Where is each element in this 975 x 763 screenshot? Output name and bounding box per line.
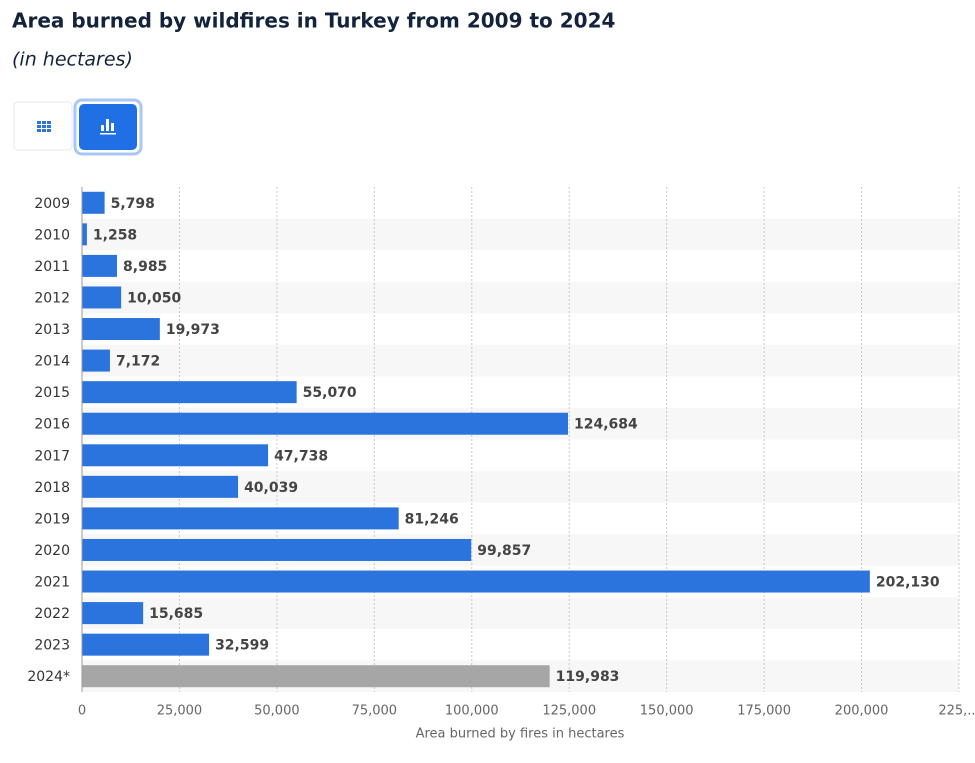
value-label: 5,798 (111, 196, 155, 212)
y-tick-label: 2023 (34, 638, 70, 654)
value-label: 202,130 (876, 575, 940, 591)
x-tick-label: 50,000 (254, 704, 300, 719)
bar (82, 444, 269, 467)
bar (82, 507, 399, 530)
value-label: 124,684 (574, 417, 638, 433)
value-label: 81,246 (405, 511, 459, 527)
x-tick-label: 175,000 (737, 704, 791, 719)
value-label: 40,039 (244, 480, 298, 496)
x-tick-label: 25,000 (157, 704, 203, 719)
bar (82, 665, 550, 688)
view-toggle (13, 98, 143, 156)
bar (82, 191, 105, 214)
x-tick-label: 100,000 (445, 704, 499, 719)
y-tick-label: 2010 (34, 227, 70, 243)
value-label: 1,258 (93, 227, 137, 243)
y-tick-label: 2017 (34, 448, 70, 464)
bar (82, 412, 568, 435)
chart-subtitle: (in hectares) (12, 49, 133, 71)
bar (82, 633, 210, 656)
value-label: 19,973 (166, 322, 220, 338)
x-tick-label: 0 (78, 704, 86, 719)
bar (82, 254, 118, 277)
y-tick-label: 2019 (34, 511, 70, 527)
value-label: 119,983 (556, 669, 620, 685)
x-tick-label: 200,000 (835, 704, 889, 719)
value-label: 32,599 (215, 638, 269, 654)
y-tick-label: 2016 (34, 417, 70, 433)
x-tick-label: 125,000 (542, 704, 596, 719)
chart-icon (100, 119, 116, 135)
y-tick-label: 2015 (34, 385, 70, 401)
bar (82, 223, 87, 246)
x-tick-label: 150,000 (640, 704, 694, 719)
row-band (82, 218, 959, 251)
value-label: 10,050 (127, 290, 181, 306)
value-label: 55,070 (303, 385, 357, 401)
bar (82, 475, 239, 498)
y-tick-label: 2012 (34, 290, 70, 306)
bar (82, 538, 472, 561)
value-label: 15,685 (149, 606, 203, 622)
chart-title: Area burned by wildfires in Turkey from … (12, 9, 615, 33)
y-tick-label: 2018 (34, 480, 70, 496)
value-label: 7,172 (116, 354, 160, 370)
bar (82, 602, 144, 625)
x-tick-label: 75,000 (352, 704, 398, 719)
bar (82, 381, 297, 404)
bar (82, 318, 160, 341)
focus-ring (73, 98, 143, 156)
table-icon (37, 121, 51, 132)
bar (82, 349, 110, 372)
y-tick-label: 2024* (27, 669, 70, 685)
y-tick-label: 2022 (34, 606, 70, 622)
row-band (82, 281, 959, 314)
x-tick-label: 225,... (938, 704, 975, 719)
y-tick-label: 2014 (34, 354, 70, 370)
bar (82, 570, 870, 593)
y-tick-label: 2021 (34, 575, 70, 591)
value-label: 47,738 (274, 448, 328, 464)
row-band (82, 597, 959, 629)
row-band (82, 344, 959, 377)
y-tick-label: 2020 (34, 543, 70, 559)
y-tick-label: 2013 (34, 322, 70, 338)
bar (82, 286, 122, 309)
value-label: 8,985 (123, 259, 167, 275)
y-tick-label: 2011 (34, 259, 70, 275)
value-label: 99,857 (477, 543, 531, 559)
y-tick-label: 2009 (34, 196, 70, 212)
x-axis-label: Area burned by fires in hectares (416, 727, 625, 742)
